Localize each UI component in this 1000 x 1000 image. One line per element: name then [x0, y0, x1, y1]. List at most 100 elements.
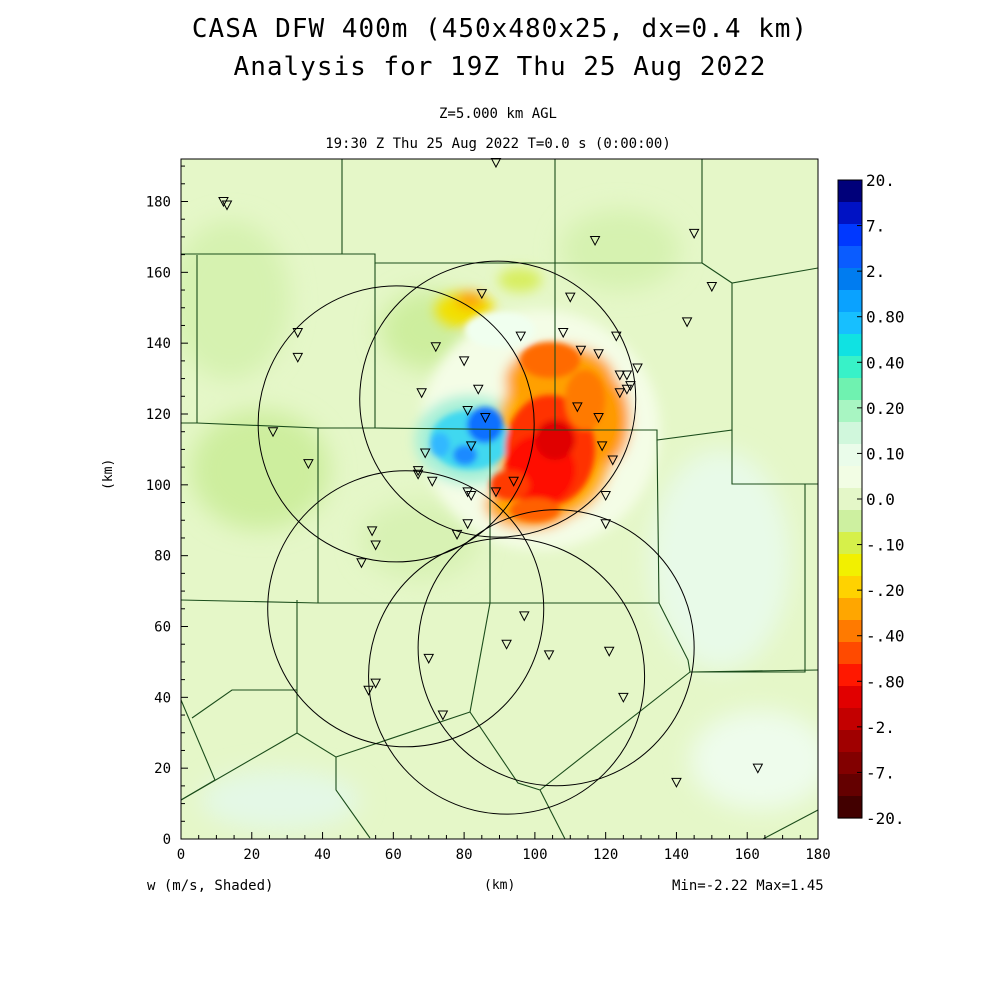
station-marker	[292, 352, 304, 363]
x-tick-label: 120	[593, 847, 618, 863]
y-tick-label: 40	[154, 690, 171, 706]
station-marker	[600, 490, 611, 502]
station-marker	[614, 370, 626, 381]
colorbar-label: 0.20	[866, 399, 905, 418]
station-marker	[472, 384, 484, 395]
colorbar: 20. 7. 2. 0.80 0.40 0.20 0.10 0.0 -.10 -.20 -.40 -.…	[837, 171, 905, 828]
station-marker	[518, 611, 530, 622]
colorbar-swatch	[838, 664, 862, 687]
colorbar-label: -20.	[866, 809, 905, 828]
station-marker	[292, 328, 304, 339]
x-tick-label: 40	[314, 847, 331, 863]
colorbar-swatch	[838, 554, 862, 577]
station-marker	[218, 197, 229, 208]
station-marker	[501, 639, 512, 650]
station-marker	[621, 370, 633, 381]
colorbar-swatch	[838, 312, 862, 335]
range-ring	[257, 285, 535, 563]
station-marker	[419, 448, 431, 459]
station-marker	[267, 427, 279, 438]
station-marker	[600, 519, 611, 530]
valid-time-label: 19:30 Z Thu 25 Aug 2022 T=0.0 s (0:00:00…	[325, 136, 671, 152]
y-tick-label: 100	[146, 478, 171, 494]
y-axis: 0 20 40 60 80 100 120 140 160 180	[146, 165, 188, 848]
colorbar-swatch	[838, 180, 862, 203]
colorbar-label: -.40	[866, 627, 905, 646]
station-marker	[681, 317, 693, 328]
station-marker	[462, 487, 473, 498]
colorbar-label: -7.	[866, 763, 895, 782]
station-marker	[412, 469, 424, 480]
station-marker	[607, 455, 619, 466]
station-marker	[426, 476, 438, 487]
station-marker	[671, 777, 682, 788]
station-marker	[575, 345, 587, 356]
station-marker	[596, 441, 608, 452]
y-tick-label: 80	[154, 549, 171, 565]
station-marker	[370, 678, 381, 689]
w-field-shading	[181, 159, 818, 839]
colorbar-swatch	[838, 730, 862, 753]
station-marker	[480, 413, 491, 424]
station-marker	[363, 685, 374, 696]
colorbar-swatch	[838, 246, 862, 269]
station-marker	[515, 331, 527, 342]
min-max-label: Min=-2.22 Max=1.45	[672, 878, 824, 894]
colorbar-swatch	[838, 422, 862, 445]
station-marker	[564, 292, 576, 303]
colorbar-swatch	[838, 752, 862, 775]
station-marker	[557, 328, 569, 339]
x-tick-label: 180	[805, 847, 830, 863]
y-tick-label: 140	[146, 336, 171, 352]
colorbar-swatch	[838, 796, 862, 819]
colorbar-label: -.20	[866, 581, 905, 600]
colorbar-label: 0.0	[866, 490, 895, 509]
colorbar-label: -2.	[866, 718, 895, 737]
colorbar-swatch	[838, 356, 862, 379]
colorbar-swatch	[838, 488, 862, 511]
title-line-1: CASA DFW 400m (450x480x25, dx=0.4 km)	[191, 14, 809, 44]
station-marker	[451, 529, 463, 540]
x-tick-label: 20	[243, 847, 260, 863]
range-ring	[267, 470, 545, 748]
station-marker	[416, 388, 427, 399]
colorbar-swatch	[838, 378, 862, 401]
station-marker	[618, 692, 629, 703]
station-marker	[465, 490, 477, 502]
colorbar-swatch	[838, 686, 862, 709]
station-marker	[221, 200, 233, 211]
colorbar-swatch	[838, 774, 862, 797]
x-tick-label: 80	[456, 847, 473, 863]
colorbar-label: 0.10	[866, 444, 905, 463]
station-marker	[465, 441, 477, 452]
title-line-2: Analysis for 19Z Thu 25 Aug 2022	[233, 52, 767, 82]
y-tick-label: 60	[154, 620, 171, 636]
station-marker	[688, 228, 700, 239]
colorbar-swatch	[838, 334, 862, 357]
radar-range-rings	[257, 260, 695, 815]
colorbar-swatch	[838, 620, 862, 643]
colorbar-label: 0.80	[866, 308, 905, 327]
station-marker	[437, 710, 449, 721]
station-marker	[458, 356, 470, 367]
x-axis-label: (km)	[484, 878, 516, 893]
colorbar-label: -.10	[866, 536, 905, 555]
station-marker	[572, 402, 583, 413]
colorbar-swatch	[838, 576, 862, 599]
y-tick-label: 20	[154, 761, 171, 777]
level-label: Z=5.000 km AGL	[438, 106, 557, 122]
colorbar-swatch	[838, 202, 862, 225]
y-tick-label: 180	[146, 195, 171, 211]
station-marker	[621, 384, 633, 395]
station-marker	[370, 540, 381, 551]
station-marker	[593, 349, 604, 360]
station-marker	[752, 763, 764, 774]
colorbar-label: 20.	[866, 171, 895, 190]
station-marker	[430, 342, 442, 353]
station-marker	[462, 405, 473, 417]
range-ring	[417, 509, 695, 787]
colorbar-swatch	[838, 400, 862, 423]
colorbar-swatch	[838, 642, 862, 665]
county-boundaries	[181, 159, 818, 839]
